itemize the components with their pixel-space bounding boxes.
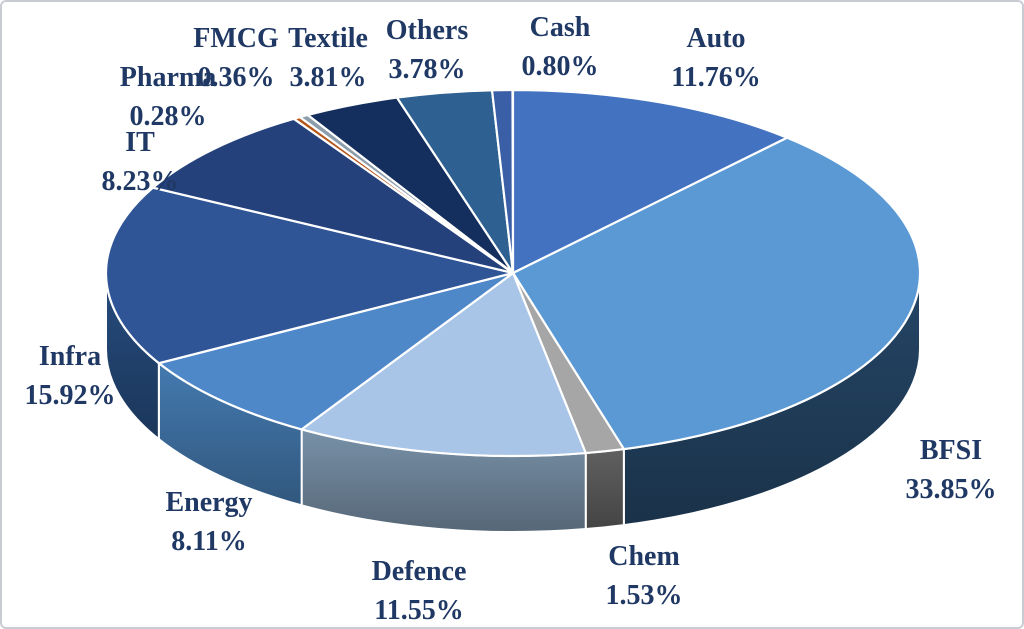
pie-slice-side-chem [584,448,625,531]
pie-slice-cash [490,88,515,275]
pie-slice-infra [104,186,515,365]
pie-slice-it [151,117,515,275]
pie-slice-defence [300,271,587,458]
pie-slice-auto [511,88,789,275]
pie-slice-energy [157,271,515,431]
pie-slice-bfsi [511,136,922,451]
